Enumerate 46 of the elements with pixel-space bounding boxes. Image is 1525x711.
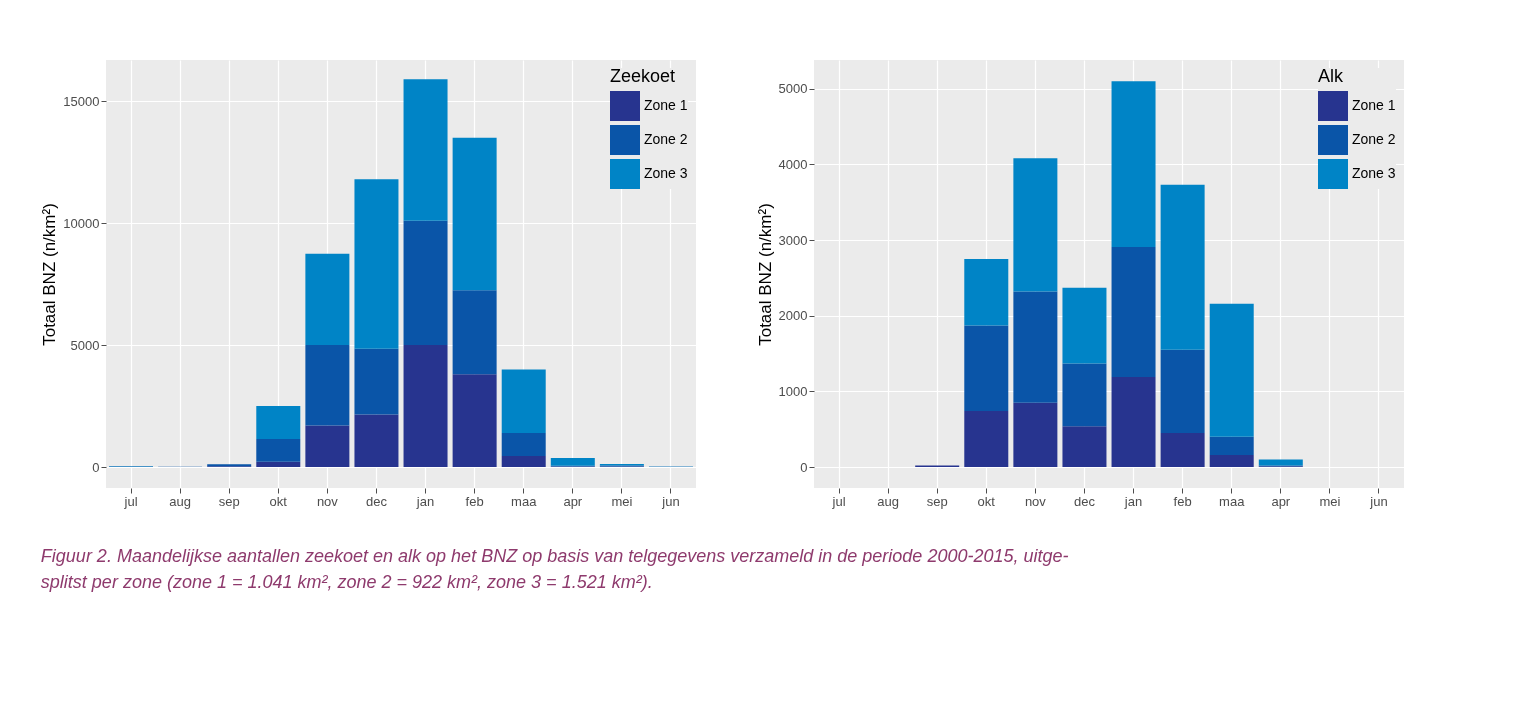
x-tick-label: aug — [877, 493, 899, 509]
x-tick-label: nov — [316, 493, 339, 509]
x-tick-label: dec — [365, 493, 388, 509]
y-tick-label: 0 — [800, 459, 808, 475]
y-tick-label: 10000 — [63, 215, 100, 231]
legend-label: Zone 3 — [644, 165, 688, 181]
y-axis-title: Totaal BNZ (n/km²) — [40, 203, 60, 346]
y-tick-label: 4000 — [778, 156, 808, 172]
x-tick-label: aug — [169, 493, 191, 509]
legend-title: Zeekoet — [610, 66, 676, 86]
x-tick-label: feb — [1173, 493, 1192, 509]
x-tick-label: jun — [1369, 493, 1388, 509]
x-tick-label: sep — [926, 493, 948, 509]
x-tick-label: jan — [1123, 493, 1143, 509]
x-tick-label: apr — [1271, 493, 1291, 509]
x-tick-label: jul — [831, 493, 846, 509]
x-tick-label: feb — [465, 493, 484, 509]
y-tick-label: 2000 — [778, 308, 808, 324]
y-tick-label: 15000 — [63, 93, 100, 109]
legend-label: Zone 1 — [1352, 97, 1396, 113]
x-tick-label: apr — [563, 493, 583, 509]
x-tick-label: maa — [511, 493, 538, 509]
y-axis-title: Totaal BNZ (n/km²) — [755, 203, 775, 346]
y-tick-label: 5000 — [778, 81, 808, 97]
x-tick-label: maa — [1219, 493, 1246, 509]
y-tick-label: 3000 — [778, 232, 808, 248]
x-tick-label: jun — [661, 493, 680, 509]
legend-title: Alk — [1318, 66, 1344, 86]
y-tick-label: 0 — [92, 459, 100, 475]
legend-label: Zone 2 — [1352, 131, 1396, 147]
x-tick-label: jan — [415, 493, 435, 509]
x-tick-label: jul — [123, 493, 138, 509]
legend-label: Zone 1 — [644, 97, 688, 113]
x-tick-label: sep — [218, 493, 240, 509]
text: Figuur 2. Maandelijkse aantallen zeekoet en alk op het BNZ op basis van telgegevens verzameld in de periode 2000-2015, uitge- — [40, 546, 1069, 566]
y-tick-label: 1000 — [778, 383, 808, 399]
y-tick-label: 5000 — [70, 337, 100, 353]
x-tick-label: nov — [1024, 493, 1047, 509]
x-tick-label: okt — [269, 493, 288, 509]
x-tick-label: okt — [977, 493, 996, 509]
x-tick-label: mei — [611, 493, 633, 509]
text: splitst per zone (zone 1 = 1.041 km², zone 2 = 922 km², zone 3 = 1.521 km²). — [40, 572, 653, 592]
legend-label: Zone 3 — [1352, 165, 1396, 181]
x-tick-label: dec — [1073, 493, 1096, 509]
x-tick-label: mei — [1319, 493, 1341, 509]
legend-label: Zone 2 — [644, 131, 688, 147]
